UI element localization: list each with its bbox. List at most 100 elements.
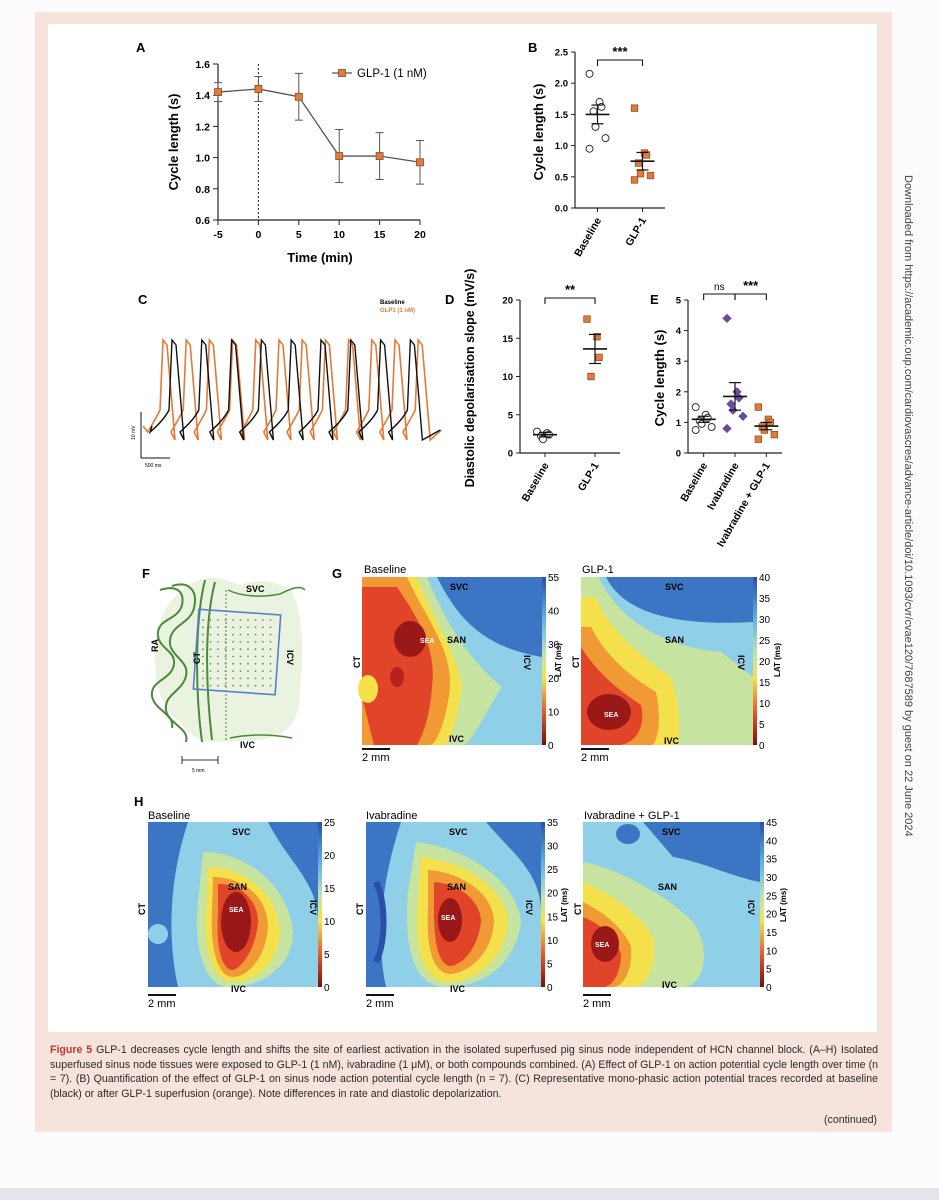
panel-c-traces: Baseline GLP1 (1 nM) 10 mV 500 ms bbox=[131, 300, 442, 469]
colorbar-tick-label: 15 bbox=[547, 912, 559, 923]
colorbar-tick-label: 0 bbox=[759, 741, 765, 752]
electrode-dot bbox=[262, 633, 264, 636]
chart-e-point bbox=[707, 422, 716, 431]
map-h-ivabradine-glp1 bbox=[583, 822, 760, 987]
chart-b-point bbox=[646, 171, 655, 180]
electrode-dot bbox=[209, 626, 212, 629]
g2-san: SAN bbox=[665, 635, 684, 645]
electrode-dot bbox=[247, 633, 249, 636]
h2-ct: CT bbox=[355, 903, 365, 915]
electrode-dot bbox=[209, 670, 212, 672]
colorbar bbox=[541, 822, 545, 987]
g1-ivc: IVC bbox=[449, 734, 465, 744]
electrode-dot bbox=[247, 619, 249, 621]
chart-b-ytick-label: 0.0 bbox=[555, 204, 568, 215]
trace-glp1 bbox=[142, 337, 442, 442]
g1-icv: ICV bbox=[522, 655, 532, 670]
h2-sea: SEA bbox=[441, 915, 455, 922]
h1-ct: CT bbox=[137, 903, 147, 915]
electrode-dot bbox=[254, 684, 257, 687]
h1-san: SAN bbox=[228, 882, 247, 892]
chart-d-scatter: Diastolic depolarisation slope (mV/s) 0 5… bbox=[463, 269, 620, 504]
electrode-dot bbox=[262, 677, 264, 680]
chart-b-point bbox=[634, 159, 643, 167]
chart-d-point bbox=[595, 353, 603, 362]
g2-ct: CT bbox=[571, 656, 581, 668]
chart-b-point bbox=[591, 122, 600, 131]
h1-icv: ICV bbox=[308, 900, 318, 915]
colorbar-tick-label: 25 bbox=[324, 818, 336, 829]
chart-a-point bbox=[294, 92, 303, 101]
colorbar-tick-label: 20 bbox=[766, 910, 778, 921]
g1-san: SAN bbox=[447, 635, 466, 645]
electrode-dot bbox=[224, 655, 227, 658]
figure-caption: Figure 5 GLP-1 decreases cycle length an… bbox=[50, 1043, 878, 1101]
chart-d-point bbox=[587, 372, 595, 381]
chart-a-series-line bbox=[217, 88, 421, 163]
chart-b-point bbox=[585, 69, 594, 78]
caption-text: GLP-1 decreases cycle length and shifts … bbox=[50, 1044, 878, 1100]
chart-e-sig-bracket bbox=[703, 293, 736, 300]
electrode-dot bbox=[239, 619, 242, 621]
chart-b-xtick-label: Baseline bbox=[572, 215, 604, 259]
panel-f-schematic: SVC IVC RA CT ICV 5 mm bbox=[150, 577, 306, 774]
h1-svc: SVC bbox=[232, 827, 251, 837]
g2-icv: ICV bbox=[736, 655, 746, 670]
electrode-dot bbox=[202, 648, 204, 651]
chart-a-xtick-label: 5 bbox=[296, 229, 302, 241]
h2-title: Ivabradine bbox=[366, 810, 417, 822]
electrode-dot bbox=[269, 633, 272, 636]
chart-a-xtick-label: 10 bbox=[333, 229, 345, 241]
chart-b-point bbox=[636, 170, 645, 178]
colorbar-lat-label: LAT (ms) bbox=[554, 643, 563, 677]
chart-e-xtick-label: Baseline bbox=[678, 460, 710, 504]
electrode-dot bbox=[209, 662, 212, 665]
electrode-dot bbox=[239, 633, 242, 636]
colorbar-lat-label: LAT (ms) bbox=[779, 888, 788, 922]
h1-title: Baseline bbox=[148, 810, 190, 822]
chart-a-ytick-label: 0.6 bbox=[195, 215, 210, 227]
electrode-dot bbox=[269, 641, 272, 643]
panel-letter-f: F bbox=[142, 566, 150, 581]
chart-a-xtick-label: -5 bbox=[213, 229, 222, 241]
chart-a-legend: GLP-1 (1 nM) bbox=[332, 68, 427, 80]
electrode-dot bbox=[202, 633, 204, 636]
panel-f-ra: RA bbox=[150, 639, 160, 652]
chart-a-ytick-label: 1.4 bbox=[195, 90, 210, 102]
colorbar-tick-label: 30 bbox=[548, 640, 560, 651]
electrode-dot bbox=[224, 619, 227, 621]
electrode-dot bbox=[247, 677, 249, 680]
chart-d-ytick-label: 5 bbox=[508, 410, 514, 421]
chart-e-ytick-label: 0 bbox=[676, 449, 681, 460]
colorbar-tick-label: 40 bbox=[548, 607, 560, 618]
chart-d-point bbox=[593, 333, 601, 341]
chart-b-point bbox=[601, 134, 610, 143]
electrode-dot bbox=[232, 670, 234, 672]
chart-a-xtick-label: 20 bbox=[414, 229, 426, 241]
electrode-dot bbox=[232, 619, 234, 621]
chart-d-xtick-label: Baseline bbox=[520, 460, 552, 504]
colorbar-tick-label: 20 bbox=[759, 657, 771, 668]
chart-a-legend-label: GLP-1 (1 nM) bbox=[357, 68, 427, 80]
caption-figure-label: Figure 5 bbox=[50, 1044, 93, 1056]
map-g-glp1 bbox=[581, 577, 753, 745]
electrode-dot bbox=[269, 655, 272, 658]
chart-d-point bbox=[583, 315, 591, 323]
electrode-dot bbox=[232, 641, 234, 643]
electrode-dot bbox=[269, 677, 272, 680]
electrode-dot bbox=[247, 684, 249, 687]
chart-b-ytick-label: 1.0 bbox=[555, 141, 568, 152]
h3-icv: ICV bbox=[746, 900, 756, 915]
chart-b-ytick-label: 2.0 bbox=[555, 79, 568, 90]
chart-e-point bbox=[754, 403, 762, 411]
chart-b-xtick-label: GLP-1 bbox=[623, 215, 649, 248]
colorbar-tick-label: 15 bbox=[324, 884, 336, 895]
chart-e-ytick-label: 2 bbox=[676, 387, 681, 398]
electrode-dot bbox=[217, 684, 219, 687]
colorbar-tick-label: 10 bbox=[759, 699, 771, 710]
colorbar-tick-label: 10 bbox=[324, 917, 336, 928]
chart-e-ytick-label: 3 bbox=[676, 357, 681, 368]
electrode-dot bbox=[247, 655, 249, 658]
electrode-dot bbox=[209, 648, 212, 651]
